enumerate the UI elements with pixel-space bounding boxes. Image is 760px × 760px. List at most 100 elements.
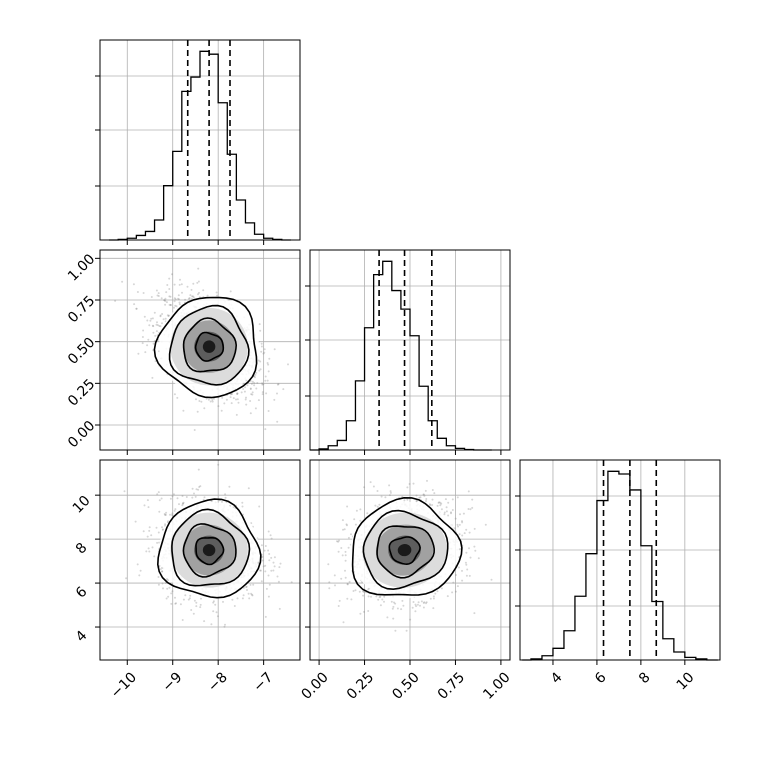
scatter-point — [133, 303, 136, 306]
scatter-point — [428, 503, 431, 506]
scatter-point — [241, 505, 244, 508]
scatter-point — [268, 583, 271, 586]
scatter-point — [362, 590, 365, 593]
histogram-step-1 — [310, 260, 492, 451]
scatter-point — [350, 533, 352, 536]
scatter-point — [425, 500, 427, 502]
tick-labels-layer: −10 −9 −8 −7 0.00 0.25 0.50 0.75 1.00 4 6 8 100.000.… — [65, 251, 698, 703]
scatter-point — [344, 559, 347, 562]
scatter-point — [374, 504, 377, 507]
scatter-point — [196, 410, 199, 413]
scatter-point — [169, 513, 171, 516]
scatter-point — [272, 569, 275, 572]
scatter-point — [431, 498, 434, 501]
scatter-point — [216, 615, 219, 618]
scatter-point — [155, 289, 158, 292]
scatter-point — [169, 304, 172, 307]
contour-2 — [182, 317, 238, 373]
scatter-point — [194, 495, 197, 498]
scatter-point — [245, 585, 248, 588]
scatter-point — [473, 545, 476, 548]
scatter-point — [440, 502, 443, 505]
scatter-point — [377, 598, 380, 601]
scatter-point — [162, 587, 164, 590]
scatter-point — [380, 495, 383, 498]
y-tick-label-y1_ticks: 0.75 — [65, 293, 98, 326]
scatter-point — [144, 351, 147, 354]
scatter-point — [232, 397, 235, 400]
scatter-point — [164, 300, 167, 302]
scatter-point — [150, 317, 153, 320]
scatter-point — [447, 514, 450, 517]
scatter-point — [264, 570, 267, 573]
scatter-point — [431, 489, 434, 491]
scatter-point — [139, 569, 142, 572]
scatter-point — [333, 574, 336, 577]
scatter-point — [151, 324, 154, 327]
scatter-point — [409, 618, 412, 621]
scatter-point — [467, 508, 470, 510]
scatter-point — [191, 496, 194, 499]
scatter-point — [217, 405, 220, 408]
scatter-point — [270, 556, 273, 559]
scatter-point — [461, 520, 463, 523]
scatter-point — [161, 526, 163, 529]
scatter-point — [174, 508, 177, 511]
scatter-point — [164, 303, 167, 306]
scatter-point — [164, 297, 167, 300]
scatter-point — [267, 410, 270, 412]
scatter-point — [141, 342, 144, 345]
scatter-point — [484, 523, 487, 526]
scatter-point — [176, 396, 179, 399]
scatter-point — [276, 383, 279, 386]
scatter-point — [392, 617, 395, 620]
scatter-point — [158, 325, 161, 327]
scatter-point — [471, 498, 474, 501]
scatter-point — [235, 398, 237, 401]
scatter-point — [353, 518, 356, 521]
scatter-point — [168, 586, 171, 589]
scatter-point — [157, 491, 160, 494]
scatter-point — [221, 396, 224, 399]
scatter-point — [192, 612, 195, 615]
scatter-point — [464, 561, 467, 564]
scatter-point — [278, 566, 281, 569]
scatter-point — [181, 619, 184, 621]
scatter-point — [437, 501, 440, 504]
scatter-point — [169, 303, 172, 306]
scatter-point — [457, 525, 459, 528]
scatter-point — [160, 497, 163, 500]
scatter-point — [135, 307, 138, 310]
scatter-point — [225, 398, 228, 401]
scatter-point — [249, 387, 252, 390]
histogram-panel-2 — [515, 459, 721, 665]
scatter-point — [150, 534, 153, 537]
scatter-point — [444, 498, 447, 501]
scatter-point — [168, 295, 171, 298]
scatter-point — [443, 511, 446, 514]
scatter-point — [190, 609, 193, 611]
scatter-point — [415, 494, 418, 497]
scatter-point — [458, 533, 461, 536]
scatter-point — [141, 336, 144, 338]
scatter-point — [328, 587, 331, 590]
scatter-point — [247, 592, 250, 595]
scatter-point — [418, 496, 421, 499]
scatter-point — [417, 601, 420, 604]
x-tick-label-x0_ticks: −8 — [205, 669, 231, 695]
scatter-point — [205, 397, 208, 400]
scatter-point — [232, 506, 235, 509]
scatter-point — [242, 388, 245, 390]
scatter-point — [242, 586, 245, 589]
scatter-point — [451, 498, 454, 501]
scatter-point — [264, 615, 267, 618]
scatter-point — [179, 278, 181, 281]
scatter-point — [261, 393, 264, 396]
scatter-point — [191, 295, 194, 298]
histogram-step-2 — [522, 470, 718, 661]
scatter-point — [244, 386, 247, 389]
scatter-point — [151, 546, 154, 549]
scatter-point — [270, 537, 273, 540]
scatter-point — [251, 393, 254, 396]
scatter-point — [443, 513, 446, 516]
